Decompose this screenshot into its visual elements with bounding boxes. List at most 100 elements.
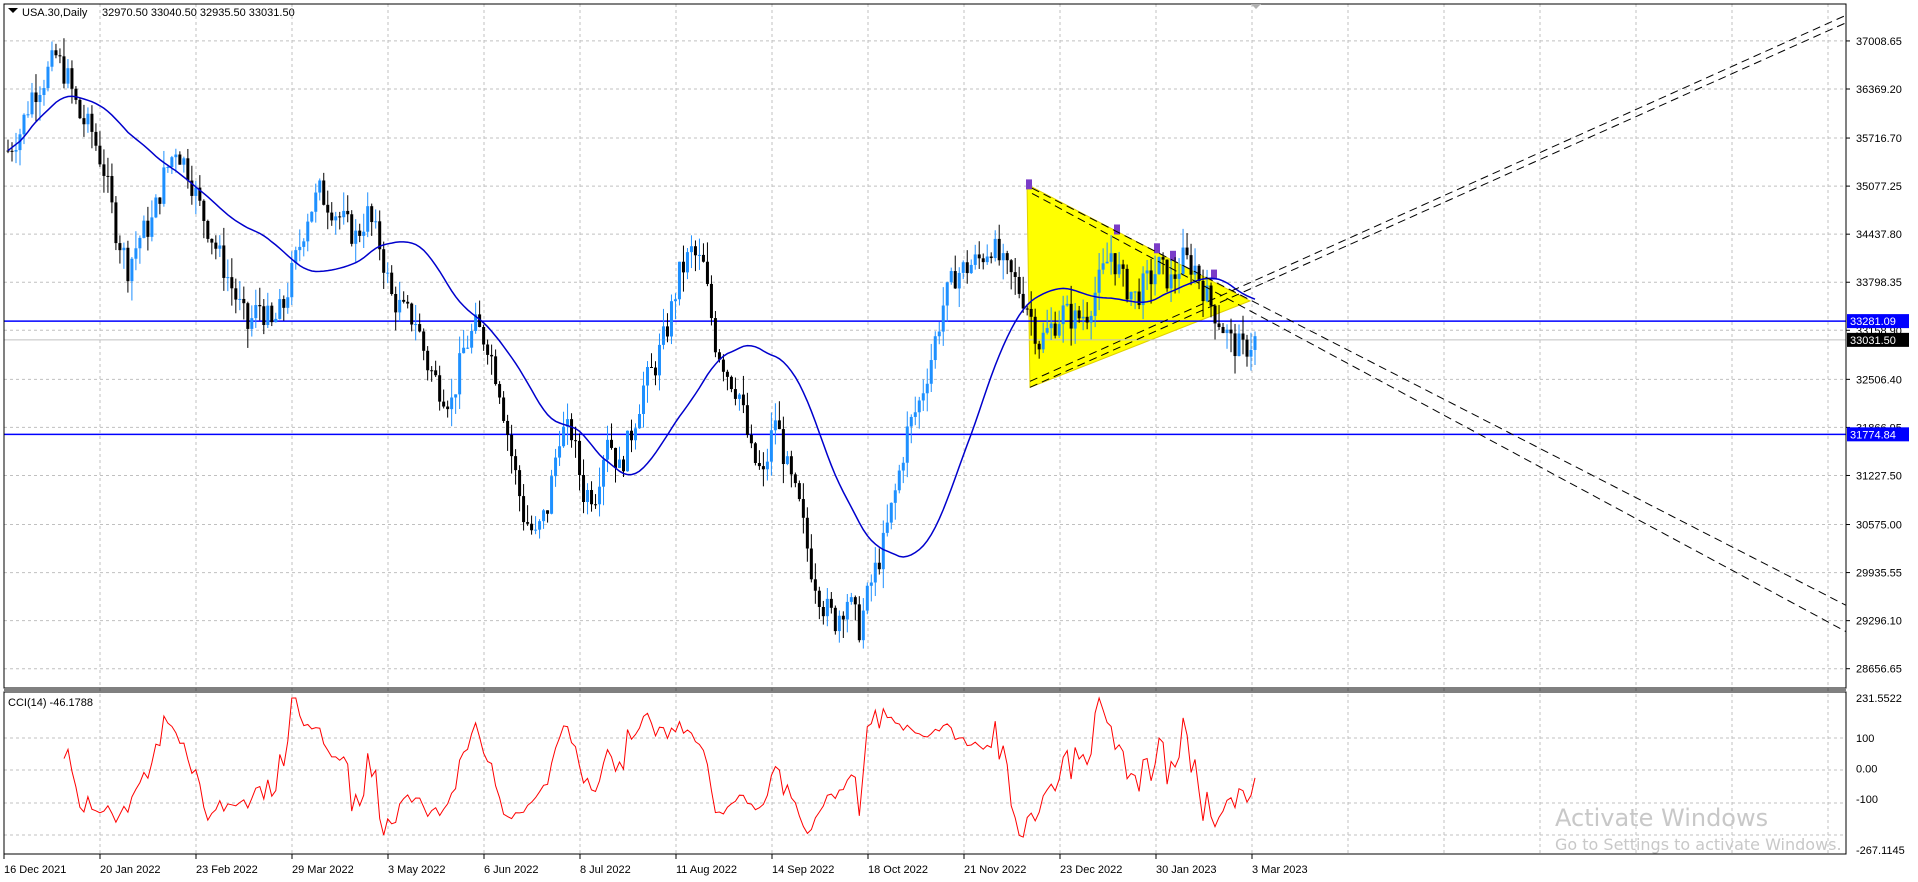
candle-body [937, 331, 941, 337]
cci-tick-label: 231.5522 [1856, 693, 1902, 705]
candle-body [1201, 280, 1205, 302]
candle-body [290, 262, 294, 298]
candle-body [809, 548, 813, 580]
candle-body [641, 385, 645, 415]
candle-body [310, 211, 314, 222]
candle-body [825, 598, 829, 617]
price-tag-bg [1847, 427, 1909, 442]
candle-body [1221, 327, 1225, 334]
candle-body [142, 220, 146, 238]
pattern-point-marker[interactable] [1154, 243, 1160, 254]
candle-body [985, 256, 989, 263]
candle-body [1213, 305, 1217, 324]
pattern-point-marker[interactable] [1211, 269, 1217, 280]
candle-body [402, 299, 406, 302]
cci-label: CCI(14) -46.1788 [8, 697, 93, 709]
candle-body [653, 367, 657, 376]
candle-body [98, 145, 102, 165]
candle-body [358, 230, 362, 236]
candle-body [1225, 329, 1229, 334]
candle-body [498, 384, 502, 398]
candle-body [749, 434, 753, 444]
candle-body [494, 356, 498, 385]
shift-marker-icon[interactable] [1251, 4, 1261, 9]
candle-body [1065, 303, 1069, 306]
candle-body [270, 305, 274, 323]
candle-body [1185, 247, 1189, 256]
candle-body [110, 176, 114, 203]
candle-body [474, 314, 478, 331]
candle-body [430, 370, 434, 372]
candle-body [342, 210, 346, 218]
time-tick-label: 20 Jan 2022 [100, 864, 161, 876]
candle-body [709, 283, 713, 319]
candle-body [74, 88, 78, 100]
candle-body [1033, 316, 1037, 344]
pattern-point-marker[interactable] [1114, 224, 1120, 235]
candle-body [677, 261, 681, 300]
candle-body [1057, 324, 1061, 336]
trendline-up-upper[interactable] [1029, 14, 1847, 382]
candle-body [122, 247, 126, 251]
candle-body [138, 237, 142, 249]
trendline-up-lower[interactable] [1029, 22, 1847, 388]
activate-windows-title: Activate Windows [1555, 804, 1768, 832]
candle-body [1117, 264, 1121, 275]
candle-body [1029, 308, 1033, 317]
candle-body [981, 258, 985, 263]
candle-body [486, 344, 490, 355]
candle-body [1041, 332, 1045, 350]
price-tag-label: 31774.84 [1850, 429, 1896, 441]
candle-body [90, 113, 94, 132]
candle-body [450, 397, 454, 410]
candle-body [705, 261, 709, 284]
pattern-point-marker[interactable] [1170, 250, 1176, 261]
candle-body [590, 489, 594, 505]
dropdown-icon[interactable] [8, 8, 18, 13]
candle-body [622, 459, 626, 472]
candle-body [66, 68, 70, 84]
candle-body [218, 245, 222, 249]
cci-tick-label: -100 [1856, 794, 1878, 806]
candle-body [158, 197, 162, 204]
candle-body [106, 175, 110, 177]
candle-body [665, 326, 669, 337]
pattern-point-marker[interactable] [1026, 179, 1032, 190]
candle-body [426, 350, 430, 371]
candle-body [1253, 336, 1257, 350]
candle-body [905, 426, 909, 463]
candle-body [286, 297, 290, 308]
candle-body [466, 347, 470, 349]
candle-body [1045, 328, 1049, 333]
candle-body [394, 293, 398, 313]
cci-line [63, 696, 1256, 838]
candle-body [1129, 291, 1133, 300]
candle-body [721, 359, 725, 372]
trendline-down-lower[interactable] [1031, 192, 1847, 633]
candle-body [338, 216, 342, 218]
candle-body [438, 375, 442, 402]
horizontal-levels[interactable] [4, 320, 1846, 436]
price-axis: 37008.65 36369.20 35716.70 35077.25 34437.80… [1846, 36, 1902, 676]
candle-body [346, 210, 350, 215]
candle-body [22, 114, 26, 135]
candle-body [194, 187, 198, 196]
candle-body [410, 303, 414, 325]
candle-body [961, 262, 965, 273]
candle-body [717, 352, 721, 360]
candle-body [933, 336, 937, 361]
candle-body [669, 301, 673, 337]
candle-body [70, 68, 74, 89]
trendline-down-upper[interactable] [1031, 187, 1847, 606]
trendlines[interactable] [1029, 14, 1847, 633]
candle-body [398, 299, 402, 313]
candle-body [458, 353, 462, 395]
candle-body [86, 113, 90, 125]
candle-body [214, 242, 218, 249]
price-tick-label: 30575.00 [1856, 520, 1902, 532]
price-tick-label: 33798.35 [1856, 277, 1902, 289]
time-tick-label: 18 Oct 2022 [868, 864, 928, 876]
candle-body [266, 305, 270, 325]
candle-body [570, 419, 574, 441]
